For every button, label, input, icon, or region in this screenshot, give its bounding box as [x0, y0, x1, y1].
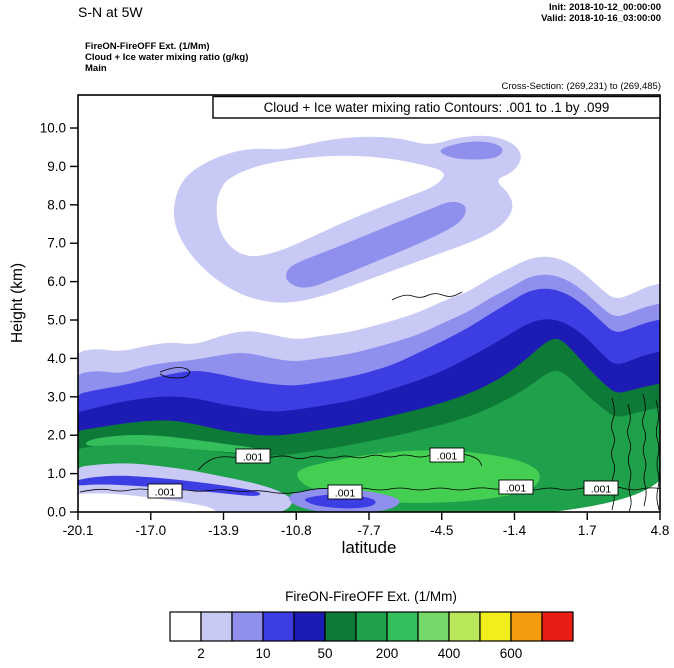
y-tick-label: 1.0: [47, 466, 66, 481]
y-tick-label: 9.0: [47, 159, 66, 174]
y-tick-label: 4.0: [47, 351, 66, 366]
contour-value-text: .001: [155, 487, 176, 499]
colorbar-swatch: [541, 611, 574, 642]
contour-value-text: .001: [591, 484, 612, 496]
x-tick-label: 4.8: [651, 523, 670, 538]
y-tick-label: 6.0: [47, 274, 66, 289]
x-tick-label: 1.7: [578, 523, 597, 538]
colorbar-tick-label: 600: [500, 646, 523, 661]
contour-label-layer: .001 .001 .001 .001 .001 .001: [147, 447, 619, 500]
legend-line-3: Main: [85, 63, 107, 74]
contour-region-stripe-brightgreen-left: [86, 435, 261, 454]
contour-value-label: .001: [498, 479, 534, 495]
x-tick-label: -13.9: [208, 523, 239, 538]
y-tick-label: 5.0: [47, 313, 66, 328]
colorbar-tick-label: 200: [376, 646, 399, 661]
x-tick-label: -20.1: [63, 523, 94, 538]
plot-inner-title-box: Cloud + Ice water mixing ratio Contours:…: [212, 95, 661, 119]
x-tick-label: -10.8: [281, 523, 312, 538]
contour-line: [79, 488, 301, 494]
contour-value-label: .001: [583, 480, 619, 496]
x-tick-label: -1.4: [503, 523, 527, 538]
colorbar-swatch: [479, 611, 512, 642]
contour-region-diagonal-band-core: [286, 201, 466, 288]
x-tick-label: -17.0: [135, 523, 166, 538]
axis-ticks: 0.0 1.0 2.0 3.0 4.0 5.0 6.0 7.0 8.0 9.0 10.0 -20.1 -…: [40, 121, 670, 538]
contour-value-text: .001: [335, 488, 356, 500]
y-tick-label: 0.0: [47, 505, 66, 520]
cross-section-plot: .001 .001 .001 .001 .001 .001 0.0 1.0 2.0 3.0 4.0…: [40, 94, 670, 538]
contour-region-surface-white-left: [78, 493, 216, 512]
contour-region-upper-band-streak: [440, 141, 503, 160]
colorbar-tick-label: 400: [438, 646, 461, 661]
colorbar-tick-label: 10: [255, 646, 270, 661]
y-tick-label: 8.0: [47, 197, 66, 212]
colorbar-swatch: [293, 611, 326, 642]
plot-border: [77, 94, 661, 513]
colorbar-swatch: [169, 611, 202, 642]
contour-value-label: .001: [235, 448, 271, 464]
colorbar-swatches: 2 10 50 200 400 600: [169, 611, 574, 661]
contour-line: [642, 393, 647, 507]
colorbar-swatch: [417, 611, 450, 642]
colorbar-swatch: [355, 611, 388, 642]
inner-title-frame: [212, 95, 661, 119]
y-tick-label: 7.0: [47, 236, 66, 251]
colorbar-swatch: [262, 611, 295, 642]
x-axis-label: latitude: [342, 538, 397, 557]
contour-line: [159, 367, 191, 379]
legend-line-1: FireON-FireOFF Ext. (1/Mm): [85, 41, 210, 52]
cross-section-coords: Cross-Section: (269,231) to (269,485): [502, 81, 661, 92]
colorbar-swatch: [324, 611, 357, 642]
y-tick-label: 10.0: [40, 121, 66, 136]
contour-line: [655, 399, 660, 511]
colorbar-swatch: [510, 611, 543, 642]
y-tick-label: 3.0: [47, 389, 66, 404]
init-time: Init: 2018-10-12_00:00:00: [549, 2, 661, 13]
contour-value-label: .001: [429, 447, 465, 463]
legend-line-2: Cloud + Ice water mixing ratio (g/kg): [85, 52, 248, 63]
contour-value-label: .001: [327, 484, 363, 500]
valid-time: Valid: 2018-10-16_03:00:00: [541, 13, 661, 24]
colorbar: FireON-FireOFF Ext. (1/Mm) 2 10 50 200 400 60…: [169, 589, 574, 661]
y-axis-label: Height (km): [9, 263, 26, 343]
contour-line: [627, 403, 632, 512]
y-tick-label: 2.0: [47, 428, 66, 443]
contour-fill-layers: [78, 135, 660, 512]
colorbar-tick-label: 2: [197, 646, 205, 661]
contour-value-text: .001: [506, 483, 527, 495]
contour-value-text: .001: [243, 452, 264, 464]
contour-value-label: .001: [147, 483, 183, 499]
colorbar-swatch: [231, 611, 264, 642]
x-tick-label: -7.7: [357, 523, 380, 538]
colorbar-swatch: [448, 611, 481, 642]
contour-value-text: .001: [437, 451, 458, 463]
x-tick-label: -4.5: [430, 523, 453, 538]
plot-inner-title: Cloud + Ice water mixing ratio Contours:…: [264, 100, 610, 115]
colorbar-title: FireON-FireOFF Ext. (1/Mm): [285, 589, 457, 604]
page-title: S-N at 5W: [78, 4, 143, 20]
contour-region-upper-cloud-hole: [216, 155, 444, 257]
colorbar-swatch: [200, 611, 233, 642]
colorbar-swatch: [386, 611, 419, 642]
colorbar-tick-label: 50: [317, 646, 332, 661]
contour-line: [391, 291, 463, 301]
